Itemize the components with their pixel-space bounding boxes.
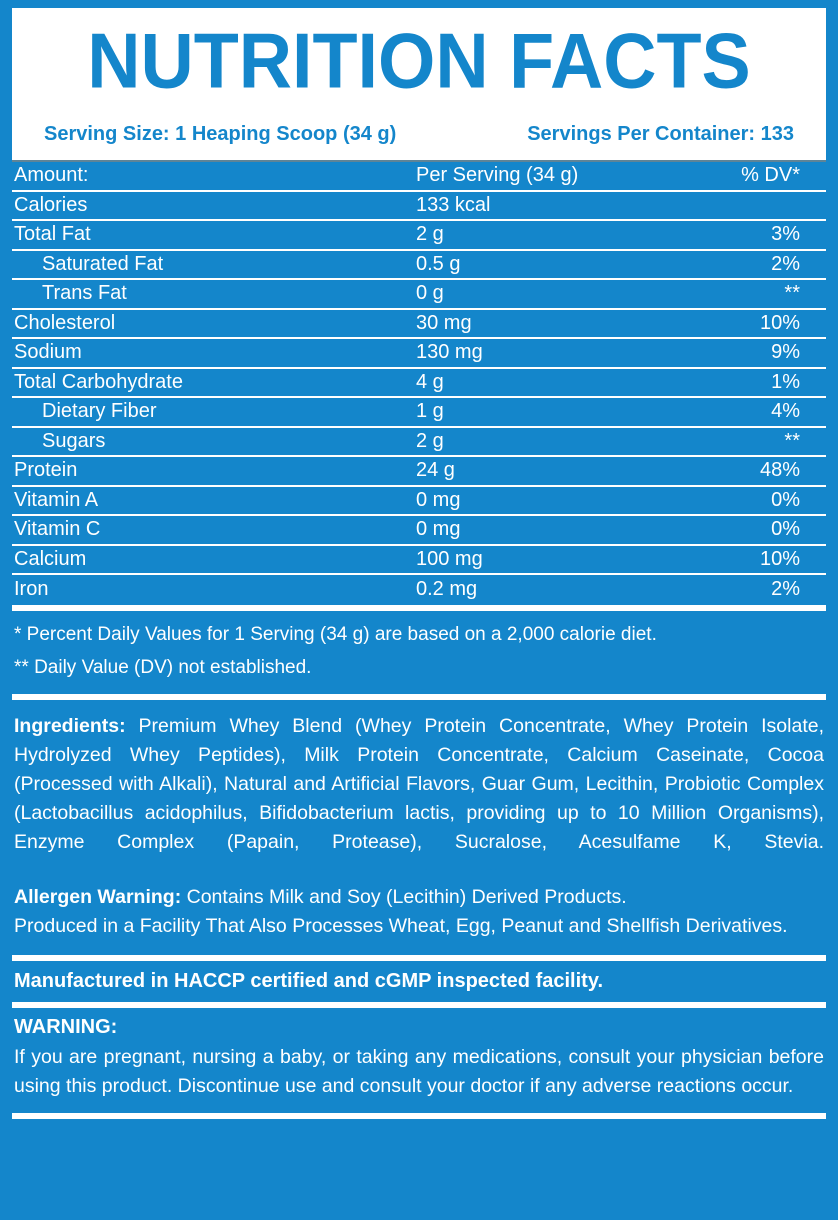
ingredients-section: Ingredients: Premium Whey Blend (Whey Pr… (0, 700, 838, 857)
serving-size-text: Serving Size: 1 Heaping Scoop (34 g) (44, 123, 397, 145)
allergen-section: Allergen Warning: Contains Milk and Soy … (0, 857, 838, 955)
warning-paragraph: If you are pregnant, nursing a baby, or … (14, 1045, 824, 1097)
ingredients-label: Ingredients: (14, 714, 126, 737)
ingredients-text: Premium Whey Blend (Whey Protein Concent… (14, 714, 824, 853)
warning-section: WARNING: If you are pregnant, nursing a … (0, 1008, 838, 1113)
table-row: Sugars 2 g ** (12, 428, 826, 457)
thick-divider (12, 693, 826, 700)
footnotes-section: * Percent Daily Values for 1 Serving (34… (0, 611, 838, 694)
servings-per-container-text: Servings Per Container: 133 (527, 123, 794, 145)
nutrient-amount: 2 g (416, 429, 444, 452)
footnote-not-established: ** Daily Value (DV) not established. (14, 656, 312, 678)
ingredients-paragraph: Ingredients: Premium Whey Blend (Whey Pr… (0, 712, 838, 857)
manufactured-note: Manufactured in HACCP certified and cGMP… (14, 969, 604, 992)
nutrient-amount: 4 g (416, 370, 444, 393)
nutrient-name: Total Carbohydrate (14, 370, 183, 393)
footnote-daily-values: * Percent Daily Values for 1 Serving (34… (14, 623, 657, 645)
facts-table-body: Calories 133 kcal Total Fat 2 g 3% Satur… (12, 192, 826, 605)
column-header-dv: % DV* (741, 164, 800, 187)
table-row: Calories 133 kcal (12, 192, 826, 221)
nutrient-daily-value: 10% (759, 547, 800, 570)
table-row: Vitamin C 0 mg 0% (12, 516, 826, 546)
table-row: Sodium 130 mg 9% (12, 339, 826, 369)
allergen-paragraph: Allergen Warning: Contains Milk and Soy … (0, 883, 838, 941)
nutrient-name: Vitamin A (14, 488, 99, 511)
nutrient-daily-value: 48% (759, 459, 800, 482)
nutrient-name: Calcium (14, 547, 87, 570)
nutrient-daily-value: ** (784, 429, 800, 452)
nutrient-name: Iron (14, 578, 49, 601)
nutrient-amount: 30 mg (416, 311, 472, 334)
thick-divider (12, 1112, 826, 1119)
table-row: Trans Fat 0 g ** (12, 280, 826, 310)
nutrient-amount: 0.5 g (416, 252, 461, 275)
nutrient-daily-value: 2% (771, 578, 800, 601)
page-title: NUTRITION FACTS (87, 18, 751, 105)
thick-divider (12, 1001, 826, 1008)
nutrient-daily-value: 1% (771, 370, 800, 393)
table-row: Total Fat 2 g 3% (12, 221, 826, 251)
nutrition-label: NUTRITION FACTS Serving Size: 1 Heaping … (0, 8, 838, 1220)
nutrient-amount: 1 g (416, 400, 444, 423)
allergen-label: Allergen Warning: (14, 885, 182, 908)
thick-divider (12, 954, 826, 961)
nutrient-amount: 0 mg (416, 518, 461, 541)
table-row: Calcium 100 mg 10% (12, 546, 826, 575)
nutrient-amount: 2 g (416, 223, 444, 246)
allergen-line2: Produced in a Facility That Also Process… (14, 914, 788, 937)
facts-table: Amount: Per Serving (34 g) % DV* Calorie… (12, 162, 826, 605)
label-header: NUTRITION FACTS Serving Size: 1 Heaping … (12, 8, 826, 162)
nutrient-name: Sodium (14, 341, 82, 364)
warning-heading: WARNING: (14, 1015, 118, 1038)
nutrient-name: Dietary Fiber (42, 400, 157, 423)
nutrient-daily-value: 2% (771, 252, 800, 275)
nutrient-daily-value: 0% (771, 518, 800, 541)
nutrient-name: Protein (14, 459, 78, 482)
table-row: Iron 0.2 mg 2% (12, 575, 826, 605)
nutrient-daily-value: ** (784, 282, 800, 305)
allergen-line1: Contains Milk and Soy (Lecithin) Derived… (186, 885, 627, 908)
nutrient-amount: 133 kcal (416, 193, 491, 216)
nutrient-name: Cholesterol (14, 311, 116, 334)
facts-table-header-row: Amount: Per Serving (34 g) % DV* (12, 162, 826, 192)
nutrient-name: Vitamin C (14, 518, 101, 541)
nutrient-daily-value: 4% (771, 400, 800, 423)
table-row: Saturated Fat 0.5 g 2% (12, 251, 826, 280)
table-row: Cholesterol 30 mg 10% (12, 310, 826, 339)
nutrient-daily-value: 9% (771, 341, 800, 364)
column-header-amount: Amount: (14, 164, 89, 187)
nutrient-amount: 0 g (416, 282, 444, 305)
column-header-per-serving: Per Serving (34 g) (416, 164, 579, 187)
nutrient-daily-value: 0% (771, 488, 800, 511)
nutrient-amount: 100 mg (416, 547, 483, 570)
nutrient-daily-value: 10% (759, 311, 800, 334)
nutrient-name: Trans Fat (42, 282, 127, 305)
nutrient-daily-value: 3% (771, 223, 800, 246)
thick-divider (12, 604, 826, 611)
table-row: Total Carbohydrate 4 g 1% (12, 369, 826, 398)
nutrient-name: Saturated Fat (42, 252, 164, 275)
nutrient-amount: 0.2 mg (416, 578, 478, 601)
nutrient-name: Sugars (42, 429, 106, 452)
nutrient-amount: 130 mg (416, 341, 483, 364)
table-row: Dietary Fiber 1 g 4% (12, 398, 826, 428)
table-row: Protein 24 g 48% (12, 457, 826, 487)
nutrient-amount: 0 mg (416, 488, 461, 511)
table-row: Vitamin A 0 mg 0% (12, 487, 826, 516)
serving-info-row: Serving Size: 1 Heaping Scoop (34 g) Ser… (44, 123, 794, 146)
nutrient-name: Total Fat (14, 223, 91, 246)
nutrient-amount: 24 g (416, 459, 455, 482)
nutrient-name: Calories (14, 193, 88, 216)
